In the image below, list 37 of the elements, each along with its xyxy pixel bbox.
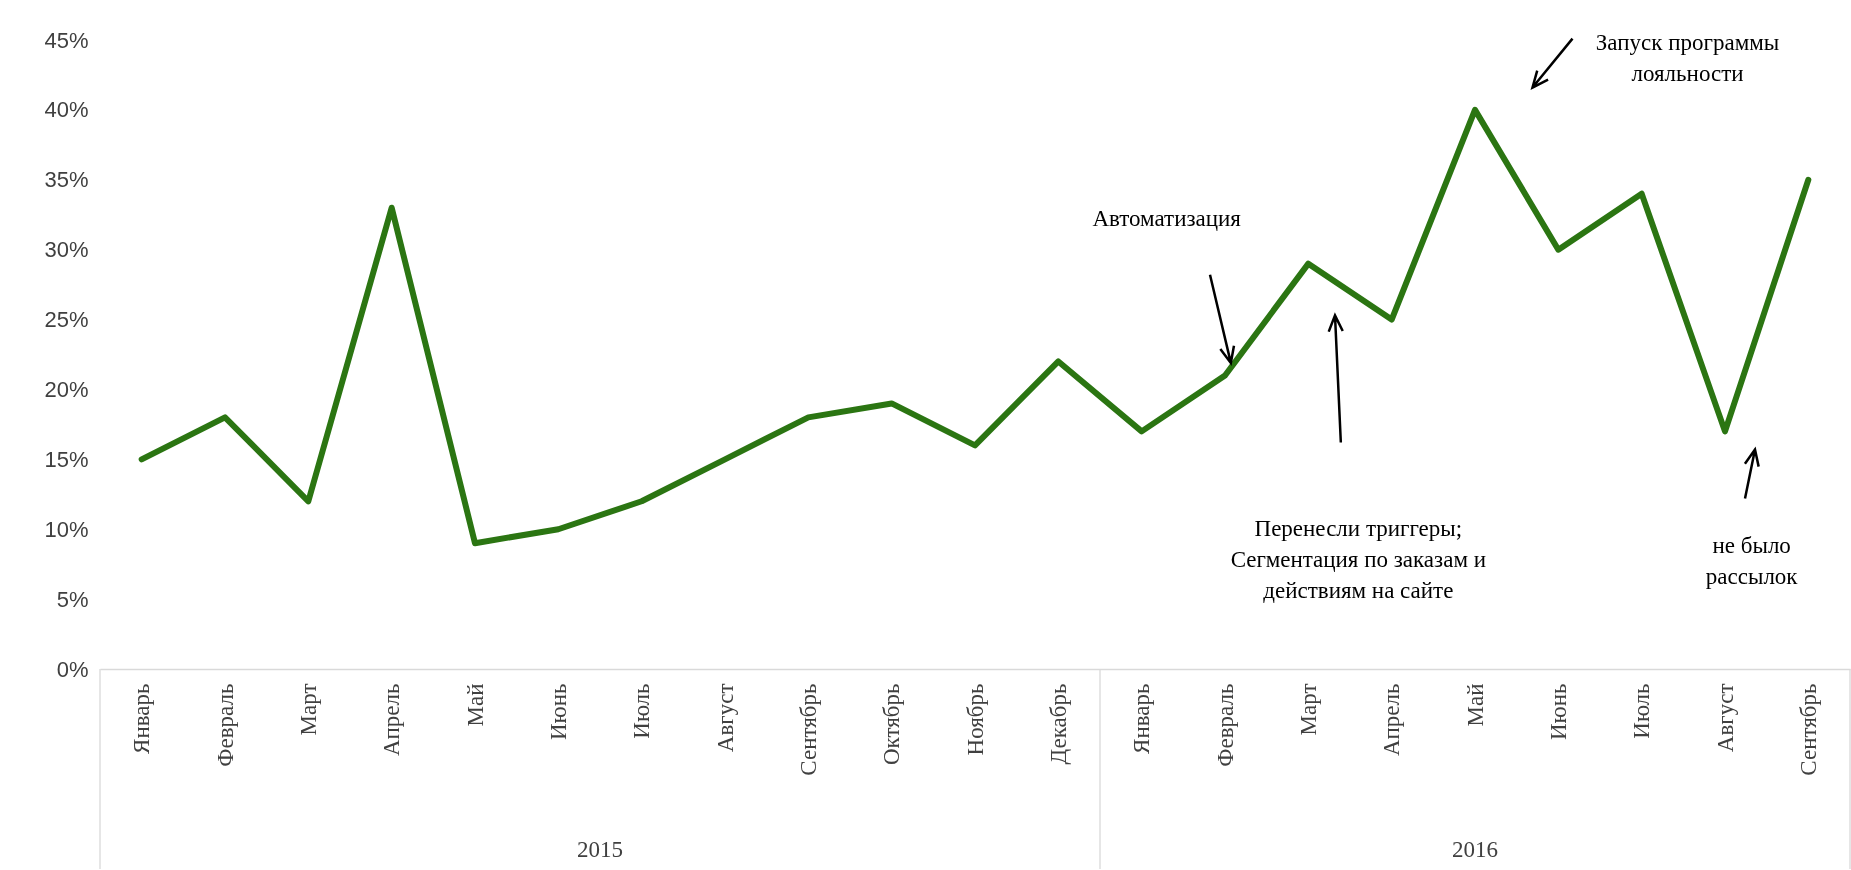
y-tick-label: 5%: [56, 586, 89, 612]
text: 2015: [577, 837, 623, 862]
y-tick-label: 10%: [44, 516, 89, 542]
y-tick-label: 40%: [44, 97, 89, 123]
x-tick-label: Февраль: [1212, 683, 1238, 767]
y-tick-label: 35%: [44, 167, 89, 193]
x-tick-label: Сентябрь: [795, 683, 821, 776]
x-tick-label: Март: [295, 683, 321, 736]
x-tick-label: Январь: [129, 683, 155, 754]
x-tick-label: Июнь: [1545, 683, 1571, 741]
x-tick-label: Февраль: [212, 683, 238, 767]
x-tick-label: Сентябрь: [1795, 683, 1821, 776]
x-tick-label: Октябрь: [879, 683, 905, 765]
x-tick-label: Июль: [1629, 683, 1655, 739]
y-tick-label: 0%: [56, 656, 89, 682]
x-tick-label: Апрель: [1379, 683, 1405, 757]
x-tick-label: Январь: [1129, 683, 1155, 754]
annotation: Запуск программы лояльности: [1595, 29, 1780, 86]
x-tick-label: Май: [1462, 683, 1488, 727]
x-tick-label: Август: [1712, 683, 1738, 753]
x-tick-label: Май: [462, 683, 488, 727]
x-tick-label: Июль: [629, 683, 655, 739]
text: 2016: [1452, 837, 1498, 862]
annotation: Автоматизация: [1092, 205, 1242, 231]
x-tick-label: Март: [1295, 683, 1321, 736]
y-tick-label: 45%: [44, 27, 89, 53]
x-tick-label: Декабрь: [1045, 683, 1071, 765]
y-tick-label: 25%: [44, 307, 89, 333]
x-tick-label: Ноябрь: [962, 683, 988, 756]
annotation: Перенесли триггеры; Сегментация по заказам и действиям на сайте: [1230, 516, 1486, 604]
x-tick-label: Апрель: [379, 683, 405, 757]
annotation: не было рассылок: [1705, 533, 1799, 589]
y-tick-label: 20%: [44, 376, 89, 402]
y-tick-label: 15%: [44, 446, 89, 472]
x-tick-label: Август: [712, 683, 738, 753]
x-tick-label: Июнь: [545, 683, 571, 741]
y-tick-label: 30%: [44, 237, 89, 263]
